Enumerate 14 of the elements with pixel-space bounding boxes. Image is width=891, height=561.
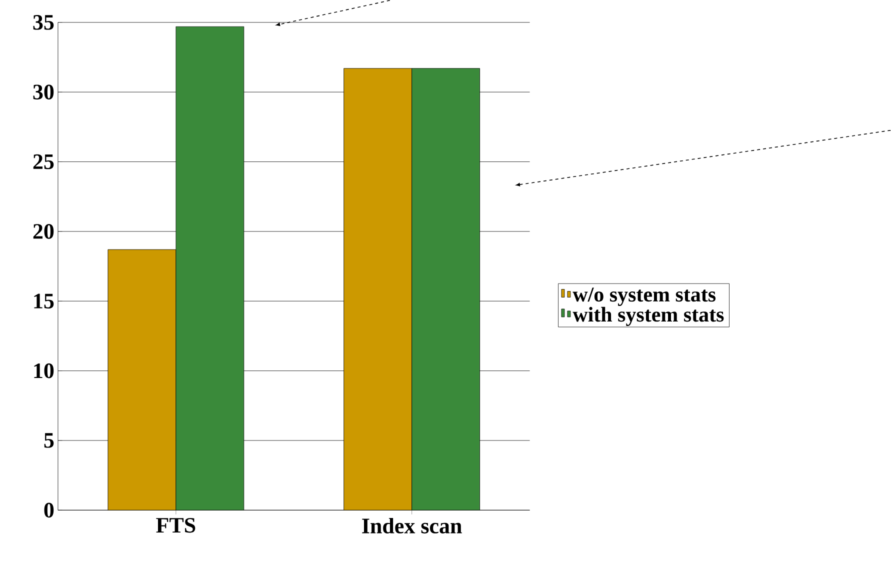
x-tick-label: Index scan xyxy=(362,518,462,534)
y-tick-label: 10 xyxy=(34,363,54,378)
y-tick-label: 0 xyxy=(44,502,54,518)
y-tick-label: 20 xyxy=(33,224,54,239)
y-tick-label: 35 xyxy=(33,14,54,30)
y-tick-label: 5 xyxy=(44,433,54,448)
x-tick-label: FTS xyxy=(156,518,196,533)
y-tick-label: 25 xyxy=(33,154,54,170)
bar xyxy=(344,68,412,510)
bar xyxy=(108,249,176,510)
y-tick-label: 15 xyxy=(34,294,54,308)
legend-label: with system stats xyxy=(572,306,724,326)
legend-label: w/o system stats xyxy=(572,288,716,306)
y-tick-label: 30 xyxy=(33,84,54,100)
